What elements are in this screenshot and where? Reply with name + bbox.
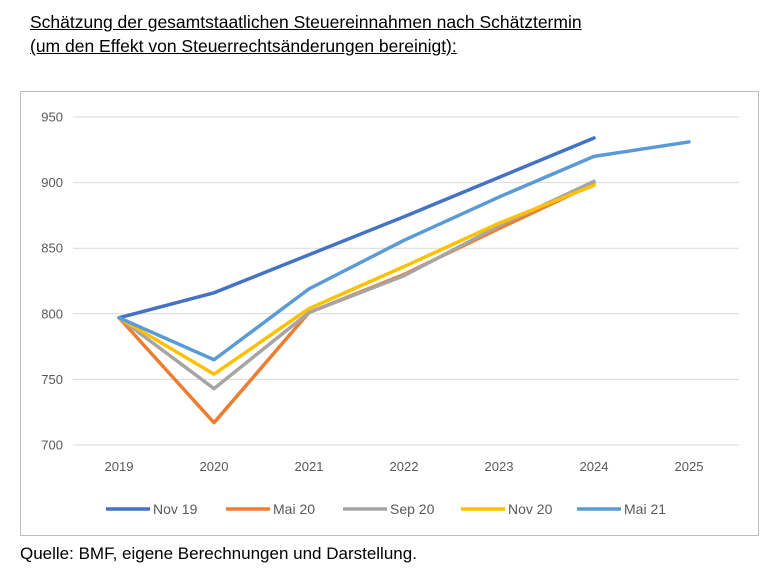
source-note: Quelle: BMF, eigene Berechnungen und Dar… [20,544,417,563]
y-tick-label: 950 [41,110,63,125]
legend: Nov 19 Mai 20 Sep 20 Nov 20 Mai 21 [106,501,666,517]
series-line-mai-20 [117,182,596,425]
chart-area: 700 750 800 850 900 950 2019 2020 2021 2022 2023 2… [20,91,759,536]
chart-heading: Schätzung der gesamtstaatlichen Steuerei… [30,10,750,58]
y-tick-label: 800 [41,306,63,321]
legend-label: Mai 20 [273,501,315,517]
x-tick-label: 2022 [390,459,419,474]
y-tick-label: 900 [41,175,63,190]
heading-line-1: Schätzung der gesamtstaatlichen Steuerei… [30,12,582,32]
x-tick-label: 2020 [200,459,229,474]
grid-lines [73,116,739,446]
series-line-mai-21 [117,140,691,362]
legend-label: Sep 20 [390,501,435,517]
x-tick-label: 2021 [295,459,324,474]
y-tick-label: 750 [41,372,63,387]
y-tick-label: 700 [41,438,63,453]
x-tick-label: 2023 [485,459,514,474]
series-lines [117,136,691,425]
y-axis-tick-labels: 700 750 800 850 900 950 [41,110,63,453]
series-line-nov-20 [117,183,596,376]
x-tick-label: 2019 [105,459,134,474]
heading-line-2: (um den Effekt von Steuerrechtsänderunge… [30,36,457,56]
x-tick-label: 2024 [580,459,609,474]
y-tick-label: 850 [41,241,63,256]
legend-label: Mai 21 [624,501,666,517]
series-line-nov-19 [117,136,596,320]
legend-label: Nov 19 [153,501,198,517]
legend-label: Nov 20 [508,501,553,517]
x-tick-label: 2025 [675,459,704,474]
x-axis-tick-labels: 2019 2020 2021 2022 2023 2024 2025 [105,459,704,474]
